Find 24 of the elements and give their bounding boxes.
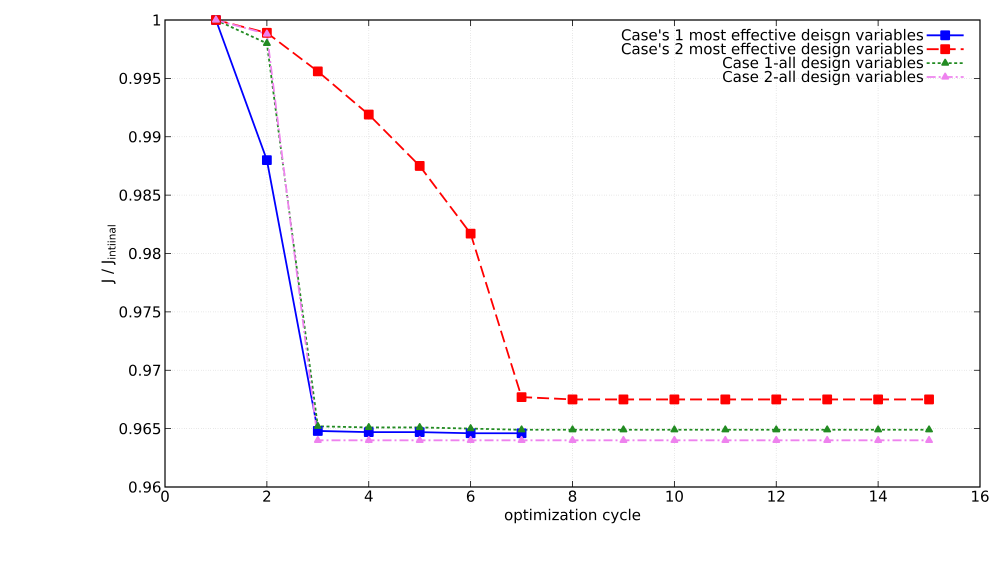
legend-label: Case 2-all design variables [723,70,924,86]
x-axis-title: optimization cycle [504,508,640,524]
x-tick-label: 16 [972,490,989,502]
y-tick-label: 0.99 [129,131,160,142]
x-tick-label: 2 [263,490,270,502]
x-tick-label: 8 [568,490,576,502]
y-tick-label: 0.965 [120,422,160,434]
y-tick-label: 0.98 [129,248,160,260]
y-axis-title: J / J$_{intiinal}$ [102,225,116,284]
x-tick-label: 0 [161,490,169,502]
x-tick-label: 6 [466,490,474,502]
y-tick-label: 1 [154,14,160,26]
y-tick-label: 0.96 [129,481,161,493]
y-tick-label: 0.97 [129,364,160,376]
x-tick-label: 12 [768,490,784,502]
legend-label: Case's 1 most effective deisgn variables [622,28,924,44]
y-tick-label: 0.975 [120,306,160,318]
legend-label: Case's 2 most effective design variables [622,42,924,58]
x-tick-label: 14 [870,490,887,502]
x-tick-label: 10 [666,490,683,502]
legend-label: Case 1-all design variables [723,56,924,72]
y-tick-label: 0.995 [120,72,160,84]
y-tick-label: 0.985 [120,189,160,201]
x-tick-label: 4 [364,490,373,502]
